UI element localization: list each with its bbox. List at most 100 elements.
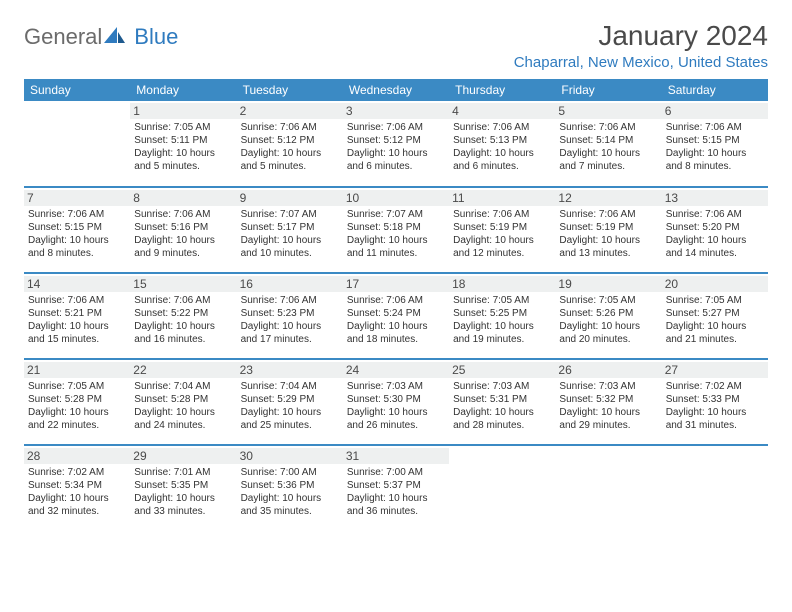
calendar-body: 1 Sunrise: 7:05 AMSunset: 5:11 PMDaylight… <box>24 101 768 531</box>
calendar-cell: 13 Sunrise: 7:06 AMSunset: 5:20 PMDayligh… <box>662 187 768 273</box>
day-info: Sunrise: 7:07 AMSunset: 5:17 PMDaylight:… <box>241 208 339 260</box>
day-number: 3 <box>343 103 449 119</box>
calendar-cell: 29 Sunrise: 7:01 AMSunset: 5:35 PMDayligh… <box>130 445 236 531</box>
day-number: 2 <box>237 103 343 119</box>
day-number: 10 <box>343 190 449 206</box>
day-number: 9 <box>237 190 343 206</box>
day-number: 17 <box>343 276 449 292</box>
day-info: Sunrise: 7:06 AMSunset: 5:19 PMDaylight:… <box>559 208 657 260</box>
day-header: Saturday <box>662 79 768 101</box>
day-info: Sunrise: 7:04 AMSunset: 5:29 PMDaylight:… <box>241 380 339 432</box>
calendar-row: 28Sunrise: 7:02 AMSunset: 5:34 PMDayligh… <box>24 445 768 531</box>
day-info: Sunrise: 7:06 AMSunset: 5:23 PMDaylight:… <box>241 294 339 346</box>
month-title: January 2024 <box>514 20 768 52</box>
calendar-cell <box>662 445 768 531</box>
day-info: Sunrise: 7:02 AMSunset: 5:34 PMDaylight:… <box>28 466 126 518</box>
calendar-table: SundayMondayTuesdayWednesdayThursdayFrid… <box>24 79 768 531</box>
title-block: January 2024 Chaparral, New Mexico, Unit… <box>514 20 768 71</box>
day-number: 1 <box>130 103 236 119</box>
day-info: Sunrise: 7:05 AMSunset: 5:11 PMDaylight:… <box>134 121 232 173</box>
calendar-cell: 31 Sunrise: 7:00 AMSunset: 5:37 PMDayligh… <box>343 445 449 531</box>
day-number: 21 <box>24 362 130 378</box>
calendar-cell <box>555 445 661 531</box>
day-number: 7 <box>24 190 130 206</box>
day-number: 5 <box>555 103 661 119</box>
day-number: 26 <box>555 362 661 378</box>
calendar-cell: 5 Sunrise: 7:06 AMSunset: 5:14 PMDaylight… <box>555 101 661 187</box>
day-number: 29 <box>130 448 236 464</box>
day-number: 13 <box>662 190 768 206</box>
day-number: 15 <box>130 276 236 292</box>
calendar-cell: 1 Sunrise: 7:05 AMSunset: 5:11 PMDaylight… <box>130 101 236 187</box>
day-header: Sunday <box>24 79 130 101</box>
day-header: Wednesday <box>343 79 449 101</box>
day-info: Sunrise: 7:03 AMSunset: 5:32 PMDaylight:… <box>559 380 657 432</box>
day-header: Friday <box>555 79 661 101</box>
day-number: 24 <box>343 362 449 378</box>
calendar-cell: 4Sunrise: 7:06 AMSunset: 5:13 PMDaylight… <box>449 101 555 187</box>
day-info: Sunrise: 7:06 AMSunset: 5:14 PMDaylight:… <box>559 121 657 173</box>
day-info: Sunrise: 7:05 AMSunset: 5:26 PMDaylight:… <box>559 294 657 346</box>
calendar-cell: 30 Sunrise: 7:00 AMSunset: 5:36 PMDayligh… <box>237 445 343 531</box>
calendar-cell: 12 Sunrise: 7:06 AMSunset: 5:19 PMDayligh… <box>555 187 661 273</box>
day-info: Sunrise: 7:06 AMSunset: 5:19 PMDaylight:… <box>453 208 551 260</box>
calendar-cell: 11 Sunrise: 7:06 AMSunset: 5:19 PMDayligh… <box>449 187 555 273</box>
day-info: Sunrise: 7:06 AMSunset: 5:21 PMDaylight:… <box>28 294 126 346</box>
day-number: 8 <box>130 190 236 206</box>
calendar-cell: 14 Sunrise: 7:06 AMSunset: 5:21 PMDayligh… <box>24 273 130 359</box>
calendar-cell: 17Sunrise: 7:06 AMSunset: 5:24 PMDayligh… <box>343 273 449 359</box>
day-number: 16 <box>237 276 343 292</box>
day-header-row: SundayMondayTuesdayWednesdayThursdayFrid… <box>24 79 768 101</box>
calendar-cell: 18Sunrise: 7:05 AMSunset: 5:25 PMDayligh… <box>449 273 555 359</box>
day-info: Sunrise: 7:05 AMSunset: 5:28 PMDaylight:… <box>28 380 126 432</box>
day-header: Thursday <box>449 79 555 101</box>
calendar-cell <box>449 445 555 531</box>
calendar-cell: 22 Sunrise: 7:04 AMSunset: 5:28 PMDayligh… <box>130 359 236 445</box>
day-number: 18 <box>449 276 555 292</box>
day-info: Sunrise: 7:03 AMSunset: 5:31 PMDaylight:… <box>453 380 551 432</box>
header: General Blue January 2024 Chaparral, New… <box>24 20 768 71</box>
day-info: Sunrise: 7:06 AMSunset: 5:22 PMDaylight:… <box>134 294 232 346</box>
day-info: Sunrise: 7:02 AMSunset: 5:33 PMDaylight:… <box>666 380 764 432</box>
day-info: Sunrise: 7:03 AMSunset: 5:30 PMDaylight:… <box>347 380 445 432</box>
calendar-cell: 21 Sunrise: 7:05 AMSunset: 5:28 PMDayligh… <box>24 359 130 445</box>
calendar-cell: 24 Sunrise: 7:03 AMSunset: 5:30 PMDayligh… <box>343 359 449 445</box>
calendar-cell: 27 Sunrise: 7:02 AMSunset: 5:33 PMDayligh… <box>662 359 768 445</box>
calendar-cell: 25Sunrise: 7:03 AMSunset: 5:31 PMDayligh… <box>449 359 555 445</box>
day-number: 11 <box>449 190 555 206</box>
calendar-cell: 7 Sunrise: 7:06 AMSunset: 5:15 PMDaylight… <box>24 187 130 273</box>
calendar-cell: 2Sunrise: 7:06 AMSunset: 5:12 PMDaylight… <box>237 101 343 187</box>
day-info: Sunrise: 7:07 AMSunset: 5:18 PMDaylight:… <box>347 208 445 260</box>
day-info: Sunrise: 7:06 AMSunset: 5:15 PMDaylight:… <box>28 208 126 260</box>
day-number: 14 <box>24 276 130 292</box>
day-info: Sunrise: 7:04 AMSunset: 5:28 PMDaylight:… <box>134 380 232 432</box>
day-info: Sunrise: 7:06 AMSunset: 5:12 PMDaylight:… <box>347 121 445 173</box>
day-info: Sunrise: 7:06 AMSunset: 5:15 PMDaylight:… <box>666 121 764 173</box>
day-info: Sunrise: 7:00 AMSunset: 5:36 PMDaylight:… <box>241 466 339 518</box>
day-number: 22 <box>130 362 236 378</box>
calendar-cell: 8 Sunrise: 7:06 AMSunset: 5:16 PMDaylight… <box>130 187 236 273</box>
logo: General Blue <box>24 24 178 50</box>
calendar-cell: 3 Sunrise: 7:06 AMSunset: 5:12 PMDaylight… <box>343 101 449 187</box>
day-number: 12 <box>555 190 661 206</box>
day-number: 4 <box>449 103 555 119</box>
day-header: Tuesday <box>237 79 343 101</box>
day-number: 31 <box>343 448 449 464</box>
calendar-cell: 9 Sunrise: 7:07 AMSunset: 5:17 PMDaylight… <box>237 187 343 273</box>
day-info: Sunrise: 7:01 AMSunset: 5:35 PMDaylight:… <box>134 466 232 518</box>
day-number: 27 <box>662 362 768 378</box>
location: Chaparral, New Mexico, United States <box>514 54 768 71</box>
logo-text-blue: Blue <box>134 24 178 50</box>
logo-text-general: General <box>24 24 102 50</box>
day-info: Sunrise: 7:06 AMSunset: 5:16 PMDaylight:… <box>134 208 232 260</box>
calendar-cell: 28Sunrise: 7:02 AMSunset: 5:34 PMDayligh… <box>24 445 130 531</box>
calendar-cell: 20Sunrise: 7:05 AMSunset: 5:27 PMDayligh… <box>662 273 768 359</box>
day-header: Monday <box>130 79 236 101</box>
day-info: Sunrise: 7:00 AMSunset: 5:37 PMDaylight:… <box>347 466 445 518</box>
day-number: 20 <box>662 276 768 292</box>
calendar-row: 1 Sunrise: 7:05 AMSunset: 5:11 PMDaylight… <box>24 101 768 187</box>
calendar-cell: 23Sunrise: 7:04 AMSunset: 5:29 PMDayligh… <box>237 359 343 445</box>
day-info: Sunrise: 7:06 AMSunset: 5:20 PMDaylight:… <box>666 208 764 260</box>
day-number: 30 <box>237 448 343 464</box>
calendar-cell: 6Sunrise: 7:06 AMSunset: 5:15 PMDaylight… <box>662 101 768 187</box>
